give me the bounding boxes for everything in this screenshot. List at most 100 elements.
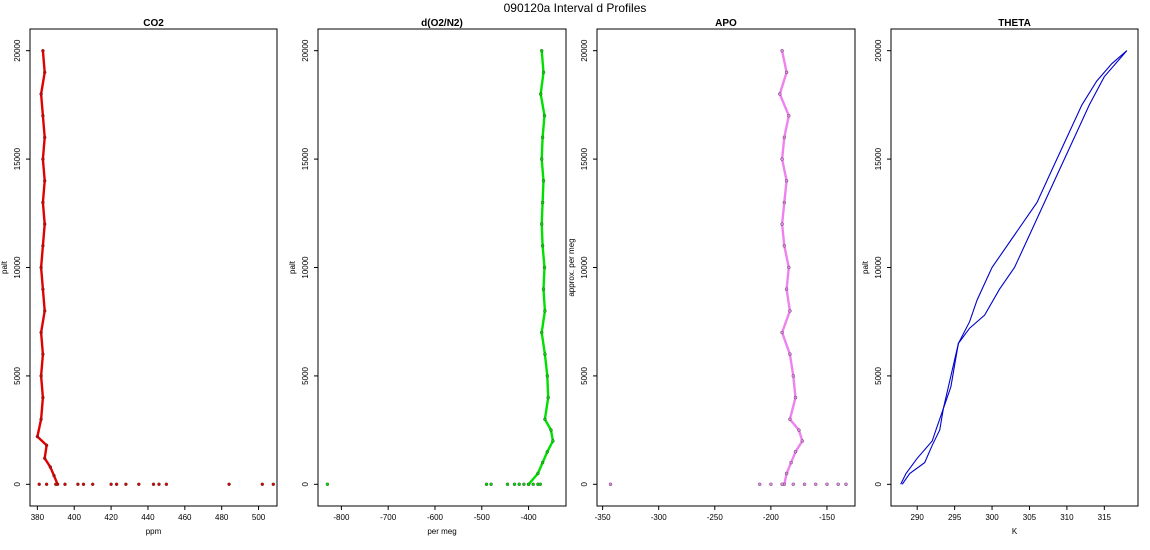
data-point xyxy=(782,135,786,140)
y-tick-label: 20000 xyxy=(874,39,883,62)
plot-frame xyxy=(317,28,567,507)
data-point xyxy=(43,135,47,140)
data-point xyxy=(41,244,45,248)
panel-d-o2-n2-: d(O2/N2) -800 -700 -600 -500 -400 0 5000 10000 15… xyxy=(288,18,567,536)
x-tick-label: 315 xyxy=(1098,513,1112,522)
data-point xyxy=(512,482,517,486)
x-tick-label: 460 xyxy=(178,513,192,522)
y-tick-label: 15000 xyxy=(874,147,883,170)
data-point xyxy=(124,482,128,486)
y-tick-label: 0 xyxy=(13,482,22,487)
series-1 xyxy=(608,482,848,486)
data-point xyxy=(787,265,791,270)
plot-frame xyxy=(596,28,856,507)
data-point xyxy=(517,482,521,486)
data-point xyxy=(137,482,141,486)
series-0 xyxy=(35,49,60,486)
data-point xyxy=(39,92,43,96)
data-point xyxy=(780,482,784,486)
y-tick-label: 5000 xyxy=(13,366,22,384)
data-point xyxy=(791,374,795,378)
series-line xyxy=(778,50,804,485)
x-tick-label: 480 xyxy=(215,513,229,522)
x-tick-label: -300 xyxy=(651,513,668,522)
data-point xyxy=(227,482,231,486)
data-point xyxy=(325,482,330,486)
panel-title: THETA xyxy=(998,18,1031,29)
y-tick-label: 20000 xyxy=(301,39,310,62)
plot-frame xyxy=(29,28,278,507)
data-point xyxy=(758,482,762,486)
x-tick-label: -800 xyxy=(333,513,350,522)
data-point xyxy=(551,439,555,443)
data-point xyxy=(151,482,156,486)
figure-title: 090120a Interval d Profiles xyxy=(504,1,647,15)
data-point xyxy=(81,482,86,486)
data-point xyxy=(35,434,40,439)
x-tick-label: -500 xyxy=(474,513,491,522)
data-point xyxy=(540,200,545,205)
data-point xyxy=(539,92,543,96)
x-tick-label: 300 xyxy=(985,513,999,522)
data-point xyxy=(52,473,56,478)
data-point xyxy=(43,222,47,226)
x-tick-label: 400 xyxy=(68,513,82,522)
data-point xyxy=(63,482,67,486)
data-point xyxy=(541,70,546,75)
data-point xyxy=(39,374,43,378)
series-1 xyxy=(37,482,275,486)
data-point xyxy=(43,309,47,313)
data-point xyxy=(549,428,553,432)
data-point xyxy=(782,244,786,248)
y-axis-label: palt xyxy=(0,260,9,274)
data-point xyxy=(541,287,546,291)
data-point xyxy=(164,482,169,486)
data-point xyxy=(844,482,848,486)
x-tick-label: 440 xyxy=(141,513,155,522)
panel-title: APO xyxy=(715,18,737,29)
data-point xyxy=(39,417,43,421)
data-point xyxy=(545,374,549,378)
data-point xyxy=(543,309,547,313)
data-point xyxy=(608,482,613,486)
data-point xyxy=(540,222,544,226)
x-tick-label: 295 xyxy=(948,513,962,522)
data-point xyxy=(793,395,798,400)
data-point xyxy=(542,113,547,118)
x-tick-label: 305 xyxy=(1023,513,1037,522)
series-line xyxy=(900,50,1128,485)
series-line xyxy=(36,50,59,485)
data-point xyxy=(76,482,80,486)
data-point xyxy=(791,482,795,486)
panel-apo: APO -350 -300 -250 -200 -150 0 5000 10000 15000 20… xyxy=(567,18,856,522)
data-point xyxy=(802,482,807,486)
data-point xyxy=(109,482,113,486)
data-point xyxy=(782,200,786,205)
data-point xyxy=(778,92,782,96)
y-tick-label: 10000 xyxy=(13,256,22,279)
series-1 xyxy=(900,50,1128,485)
panel-title: d(O2/N2) xyxy=(421,18,463,29)
panel-theta: THETA 290 295 300 305 310 315 0 5000 10000 15000 20… xyxy=(861,18,1139,536)
data-point xyxy=(90,482,95,486)
data-point xyxy=(800,439,804,443)
data-point xyxy=(546,395,550,400)
data-point xyxy=(538,482,542,486)
y-tick-label: 5000 xyxy=(874,366,883,384)
data-point xyxy=(540,135,545,140)
x-tick-label: -700 xyxy=(380,513,397,522)
series-1 xyxy=(325,482,542,486)
data-point xyxy=(157,482,161,486)
data-point xyxy=(522,482,526,486)
y-axis-label: approx. per meg xyxy=(567,238,576,296)
y-tick-label: 0 xyxy=(580,482,589,487)
y-tick-label: 15000 xyxy=(301,147,310,170)
data-point xyxy=(540,157,544,161)
data-point xyxy=(788,417,792,421)
data-point xyxy=(39,265,43,270)
data-point xyxy=(780,49,784,53)
data-point xyxy=(545,450,549,454)
data-point xyxy=(41,200,45,205)
